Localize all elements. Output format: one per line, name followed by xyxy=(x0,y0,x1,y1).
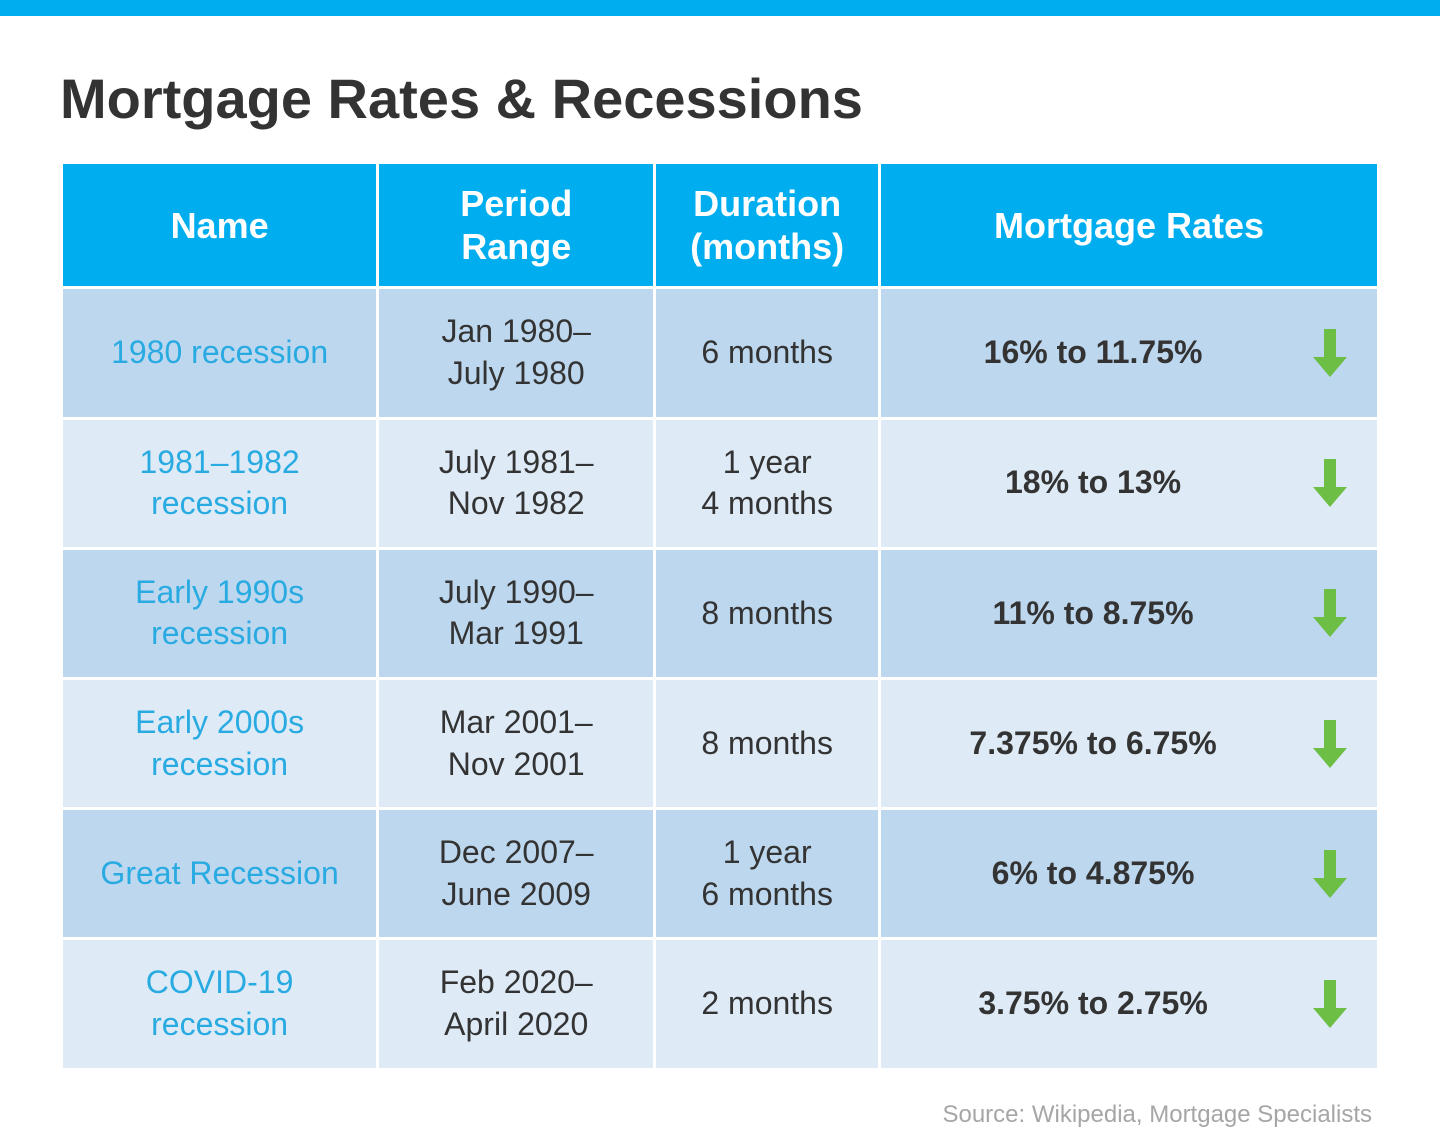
content-area: Mortgage Rates & Recessions Name PeriodR… xyxy=(0,16,1440,1129)
top-accent-bar xyxy=(0,0,1440,16)
source-attribution: Source: Wikipedia, Mortgage Specialists xyxy=(60,1101,1380,1129)
table-header-row: Name PeriodRange Duration(months) Mortga… xyxy=(63,164,1377,286)
table-row: COVID-19 recessionFeb 2020–April 20202 m… xyxy=(63,940,1377,1067)
rate-text: 3.75% to 2.75% xyxy=(891,983,1295,1025)
page-title: Mortgage Rates & Recessions xyxy=(60,66,1380,131)
cell-rate: 11% to 8.75% xyxy=(881,550,1377,677)
cell-period: Mar 2001–Nov 2001 xyxy=(379,680,653,807)
cell-period: July 1981–Nov 1982 xyxy=(379,420,653,547)
cell-rate: 7.375% to 6.75% xyxy=(881,680,1377,807)
cell-name: Great Recession xyxy=(63,810,376,937)
table-row: Early 1990s recessionJuly 1990–Mar 19918… xyxy=(63,550,1377,677)
rate-text: 18% to 13% xyxy=(891,462,1295,504)
header-rates: Mortgage Rates xyxy=(881,164,1377,286)
cell-name: Early 1990s recession xyxy=(63,550,376,677)
header-name: Name xyxy=(63,164,376,286)
cell-period: Jan 1980–July 1980 xyxy=(379,289,653,416)
cell-duration: 1 year6 months xyxy=(656,810,878,937)
cell-duration: 8 months xyxy=(656,680,878,807)
arrow-down-icon xyxy=(1313,329,1347,377)
cell-name: COVID-19 recession xyxy=(63,940,376,1067)
cell-duration: 6 months xyxy=(656,289,878,416)
cell-name: Early 2000s recession xyxy=(63,680,376,807)
cell-name: 1980 recession xyxy=(63,289,376,416)
header-period: PeriodRange xyxy=(379,164,653,286)
cell-period: July 1990–Mar 1991 xyxy=(379,550,653,677)
table-row: 1980 recessionJan 1980–July 19806 months… xyxy=(63,289,1377,416)
cell-rate: 3.75% to 2.75% xyxy=(881,940,1377,1067)
arrow-down-icon xyxy=(1313,459,1347,507)
cell-period: Dec 2007–June 2009 xyxy=(379,810,653,937)
arrow-down-icon xyxy=(1313,720,1347,768)
table-row: Early 2000s recessionMar 2001–Nov 20018 … xyxy=(63,680,1377,807)
rate-text: 7.375% to 6.75% xyxy=(891,723,1295,765)
cell-rate: 18% to 13% xyxy=(881,420,1377,547)
table-row: Great RecessionDec 2007–June 20091 year6… xyxy=(63,810,1377,937)
cell-duration: 1 year4 months xyxy=(656,420,878,547)
cell-rate: 16% to 11.75% xyxy=(881,289,1377,416)
cell-duration: 2 months xyxy=(656,940,878,1067)
cell-rate: 6% to 4.875% xyxy=(881,810,1377,937)
arrow-down-icon xyxy=(1313,589,1347,637)
cell-period: Feb 2020–April 2020 xyxy=(379,940,653,1067)
cell-duration: 8 months xyxy=(656,550,878,677)
table-row: 1981–1982 recessionJuly 1981–Nov 19821 y… xyxy=(63,420,1377,547)
rate-text: 16% to 11.75% xyxy=(891,332,1295,374)
rate-text: 6% to 4.875% xyxy=(891,853,1295,895)
arrow-down-icon xyxy=(1313,980,1347,1028)
arrow-down-icon xyxy=(1313,850,1347,898)
cell-name: 1981–1982 recession xyxy=(63,420,376,547)
recessions-table: Name PeriodRange Duration(months) Mortga… xyxy=(60,161,1380,1071)
table-body: 1980 recessionJan 1980–July 19806 months… xyxy=(63,289,1377,1067)
header-duration: Duration(months) xyxy=(656,164,878,286)
rate-text: 11% to 8.75% xyxy=(891,593,1295,635)
